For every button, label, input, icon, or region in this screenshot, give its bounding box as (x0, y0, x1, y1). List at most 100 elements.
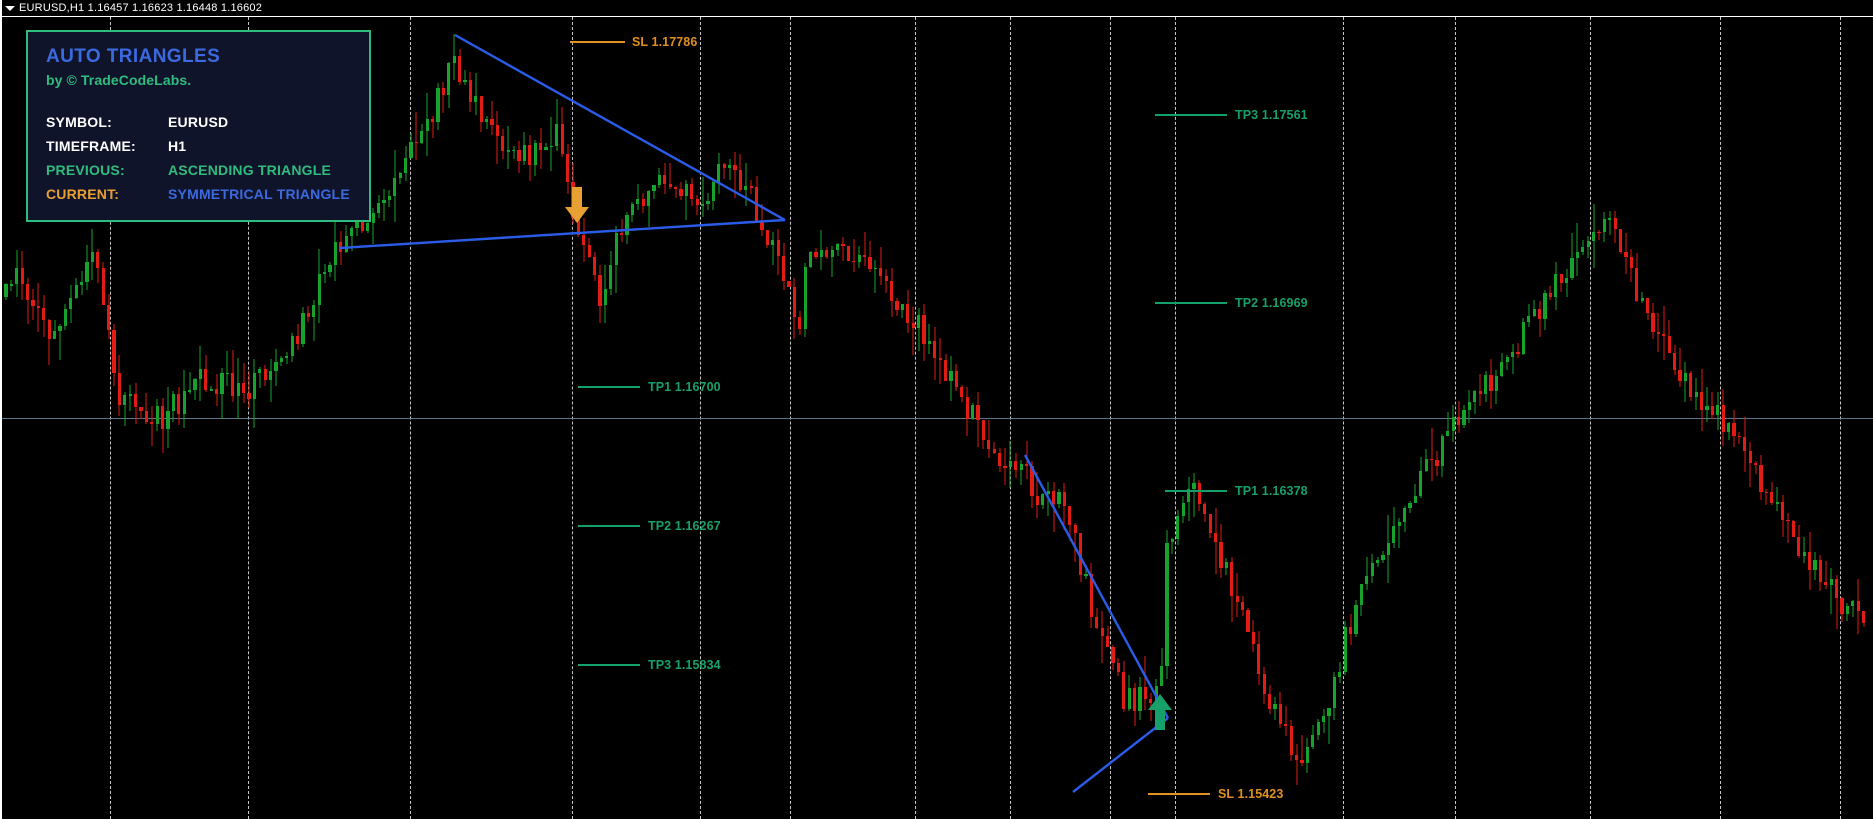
candle-body (117, 372, 122, 406)
candle-wick (507, 126, 509, 169)
candle (193, 378, 197, 401)
candle (841, 236, 845, 261)
candle (873, 259, 878, 293)
candle (700, 177, 705, 218)
level-line (1155, 114, 1227, 116)
candle-wick (1576, 223, 1578, 277)
candle-body (1186, 488, 1191, 503)
candle-wick (1447, 411, 1449, 437)
candle (1424, 448, 1428, 473)
candle-body (479, 96, 483, 123)
candle-wick (442, 81, 444, 114)
candle-wick (1539, 301, 1541, 338)
candle-body (452, 55, 456, 64)
candle-body (447, 63, 451, 96)
auto-triangles-info-panel[interactable]: AUTO TRIANGLES by © TradeCodeLabs. SYMBO… (26, 30, 371, 222)
candle (1219, 523, 1223, 578)
sell-arrow-marker[interactable] (564, 185, 590, 230)
candle (1483, 370, 1488, 403)
candle (679, 182, 683, 201)
candle (25, 277, 30, 325)
candle-wick (1328, 707, 1330, 745)
candle (1132, 682, 1137, 726)
candle-wick (1738, 432, 1740, 445)
candle-body (1089, 574, 1094, 617)
candle-body (1726, 422, 1731, 432)
candle-body (1192, 483, 1196, 489)
candle-body (781, 255, 786, 282)
candle (1051, 482, 1056, 532)
candle-body (889, 280, 894, 302)
candle (187, 372, 192, 395)
candle (960, 384, 964, 402)
candle-body (106, 304, 111, 330)
candle-wick (761, 203, 763, 236)
candle-body (1824, 581, 1828, 586)
candle (830, 245, 834, 278)
candle-body (74, 285, 78, 299)
candle-body (1689, 373, 1693, 398)
candle-wick (1679, 348, 1681, 388)
candle-wick (831, 245, 833, 278)
arrow-up-icon (1148, 694, 1172, 730)
candle (771, 231, 775, 265)
candle (1651, 303, 1655, 339)
candle-body (1348, 627, 1353, 634)
candle (133, 382, 138, 425)
candle (1586, 235, 1590, 258)
candle-body (1456, 417, 1461, 425)
candle (1446, 411, 1450, 437)
candle-body (1062, 492, 1067, 506)
candle (247, 372, 251, 409)
candle (1726, 421, 1731, 441)
candle-body (1419, 470, 1423, 497)
candle-wick (1598, 230, 1600, 241)
symbol-status-bar[interactable]: EURUSD,H1 1.16457 1.16623 1.16448 1.1660… (0, 0, 1873, 16)
candle (1338, 662, 1342, 684)
candle-body (1041, 494, 1045, 506)
candle (1543, 289, 1547, 330)
candle-body (949, 371, 953, 381)
candle (819, 230, 824, 271)
candle (1343, 621, 1347, 676)
candle (1138, 676, 1142, 721)
candle-body (1203, 504, 1207, 515)
candle-body (366, 223, 370, 231)
candle (1392, 507, 1396, 549)
level-label: TP1 1.16700 (648, 380, 721, 394)
candle-body (1478, 391, 1482, 395)
candle (1672, 345, 1677, 375)
candle (387, 189, 392, 207)
candle-wick (129, 384, 131, 411)
candle-wick (885, 269, 887, 294)
candle-wick (475, 72, 477, 115)
candle (992, 442, 996, 455)
buy-arrow-marker[interactable] (1147, 692, 1173, 737)
candle-wick (864, 232, 866, 267)
candle-body (1732, 422, 1736, 436)
candle-body (598, 274, 602, 306)
candle (430, 115, 435, 138)
candle-body (1024, 463, 1029, 466)
candle-wick (745, 163, 747, 207)
candle-body (1737, 435, 1742, 438)
candle (106, 293, 111, 339)
trendline-symmetrical-triangle-1-lower (339, 218, 786, 250)
candle-body (1392, 526, 1396, 544)
candle-wick (702, 177, 704, 218)
candle-wick (1533, 300, 1535, 318)
caret-down-icon[interactable] (5, 5, 15, 11)
candle (1813, 551, 1817, 581)
candle (1640, 292, 1644, 303)
candle (1559, 273, 1563, 293)
candle-body (808, 251, 813, 268)
candle (274, 349, 278, 387)
panel-row-label: SYMBOL: (46, 114, 112, 130)
candle-body (1159, 666, 1164, 686)
candle-body (1791, 521, 1796, 537)
candle-wick (1609, 210, 1611, 236)
candle-body (1446, 430, 1450, 437)
candle (1122, 661, 1126, 713)
candle (117, 355, 122, 417)
